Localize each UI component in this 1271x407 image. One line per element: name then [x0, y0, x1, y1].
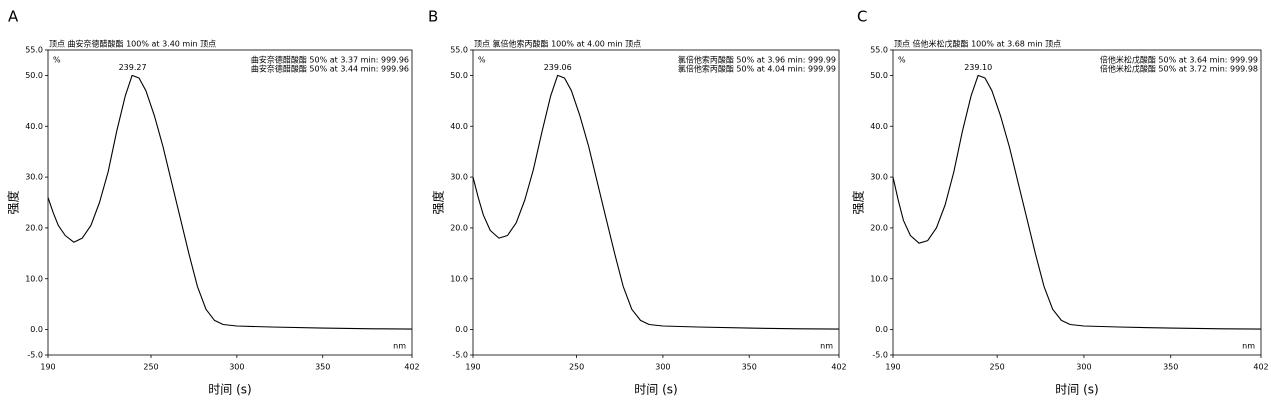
y-tick-label: 40.0 [25, 122, 43, 131]
x-unit: nm [393, 342, 406, 351]
x-tick-label: 190 [465, 363, 480, 372]
y-tick-label: 10.0 [870, 274, 888, 283]
x-tick-label: 190 [885, 363, 900, 372]
y-tick-label: 10.0 [25, 274, 43, 283]
y-tick-label: 20.0 [870, 223, 888, 232]
y-axis-title: 强度 [6, 190, 21, 214]
y-tick-label: -5.0 [27, 351, 43, 360]
x-axis-title: 时间 (s) [208, 383, 251, 397]
chart-title: 顶点 氯倍他索丙酸酯 100% at 4.00 min 顶点 [474, 39, 641, 49]
y-tick-label: 50.0 [450, 71, 468, 80]
y-axis-title: 强度 [431, 190, 446, 214]
y-tick-label: 40.0 [870, 122, 888, 131]
y-unit: % [898, 56, 906, 65]
y-tick-label: -5.0 [872, 351, 888, 360]
peak-label: 239.06 [544, 63, 572, 72]
plot-frame [47, 49, 413, 356]
x-unit: nm [1242, 342, 1255, 351]
panel-label: A [8, 8, 19, 26]
x-tick-label: 250 [990, 363, 1005, 372]
y-tick-label: 50.0 [870, 71, 888, 80]
y-tick-label: 50.0 [25, 71, 43, 80]
y-tick-label: 55.0 [450, 46, 468, 55]
x-tick-label: 250 [569, 363, 584, 372]
y-unit: % [478, 56, 486, 65]
x-tick-label: 350 [315, 363, 330, 372]
x-tick-label: 350 [1163, 363, 1178, 372]
y-tick-label: 30.0 [25, 173, 43, 182]
annotation: 氯倍他索丙酸酯 50% at 4.04 min: 999.99 [678, 64, 836, 74]
annotation: 倍他米松戊酸酯 50% at 3.72 min: 999.98 [1100, 64, 1258, 74]
y-tick-label: 30.0 [870, 173, 888, 182]
y-tick-label: 20.0 [25, 223, 43, 232]
y-tick-label: -5.0 [452, 351, 468, 360]
annotation: 倍他米松戊酸酯 50% at 3.64 min: 999.99 [1100, 55, 1258, 65]
x-tick-label: 300 [229, 363, 244, 372]
y-tick-label: 40.0 [450, 122, 468, 131]
annotation: 氯倍他索丙酸酯 50% at 3.96 min: 999.99 [678, 55, 836, 65]
chart-title: 顶点 曲安奈德醋酸酯 100% at 3.40 min 顶点 [49, 39, 216, 49]
spectrum-line [472, 74, 840, 330]
y-tick-label: 0.0 [875, 325, 888, 334]
x-tick-label: 350 [742, 363, 757, 372]
plot-frame [892, 49, 1262, 356]
y-tick-label: 55.0 [870, 46, 888, 55]
x-tick-label: 250 [143, 363, 158, 372]
panel-label: C [857, 8, 867, 26]
annotation: 曲安奈德醋酸酯 50% at 3.37 min: 999.96 [251, 55, 409, 65]
plot-frame [472, 49, 840, 356]
x-unit: nm [820, 342, 833, 351]
y-tick-label: 0.0 [30, 325, 43, 334]
y-axis-title: 强度 [851, 190, 866, 214]
panel-label: B [428, 8, 438, 26]
peak-label: 239.27 [119, 63, 147, 72]
y-tick-label: 30.0 [450, 173, 468, 182]
x-tick-label: 190 [40, 363, 55, 372]
x-axis-title: 时间 (s) [634, 383, 677, 397]
y-tick-label: 55.0 [25, 46, 43, 55]
y-tick-label: 20.0 [450, 223, 468, 232]
x-tick-label: 300 [1076, 363, 1091, 372]
y-tick-label: 0.0 [455, 325, 468, 334]
y-unit: % [53, 56, 61, 65]
x-tick-label: 402 [831, 363, 846, 372]
spectrum-line [892, 74, 1262, 330]
annotation: 曲安奈德醋酸酯 50% at 3.44 min: 999.96 [251, 64, 409, 74]
chart-title: 顶点 倍他米松戊酸酯 100% at 3.68 min 顶点 [894, 39, 1061, 49]
x-tick-label: 402 [1253, 363, 1268, 372]
spectrum-line [47, 74, 413, 330]
x-axis-title: 时间 (s) [1055, 383, 1098, 397]
x-tick-label: 300 [655, 363, 670, 372]
peak-label: 239.10 [964, 63, 992, 72]
x-tick-label: 402 [404, 363, 419, 372]
y-tick-label: 10.0 [450, 274, 468, 283]
